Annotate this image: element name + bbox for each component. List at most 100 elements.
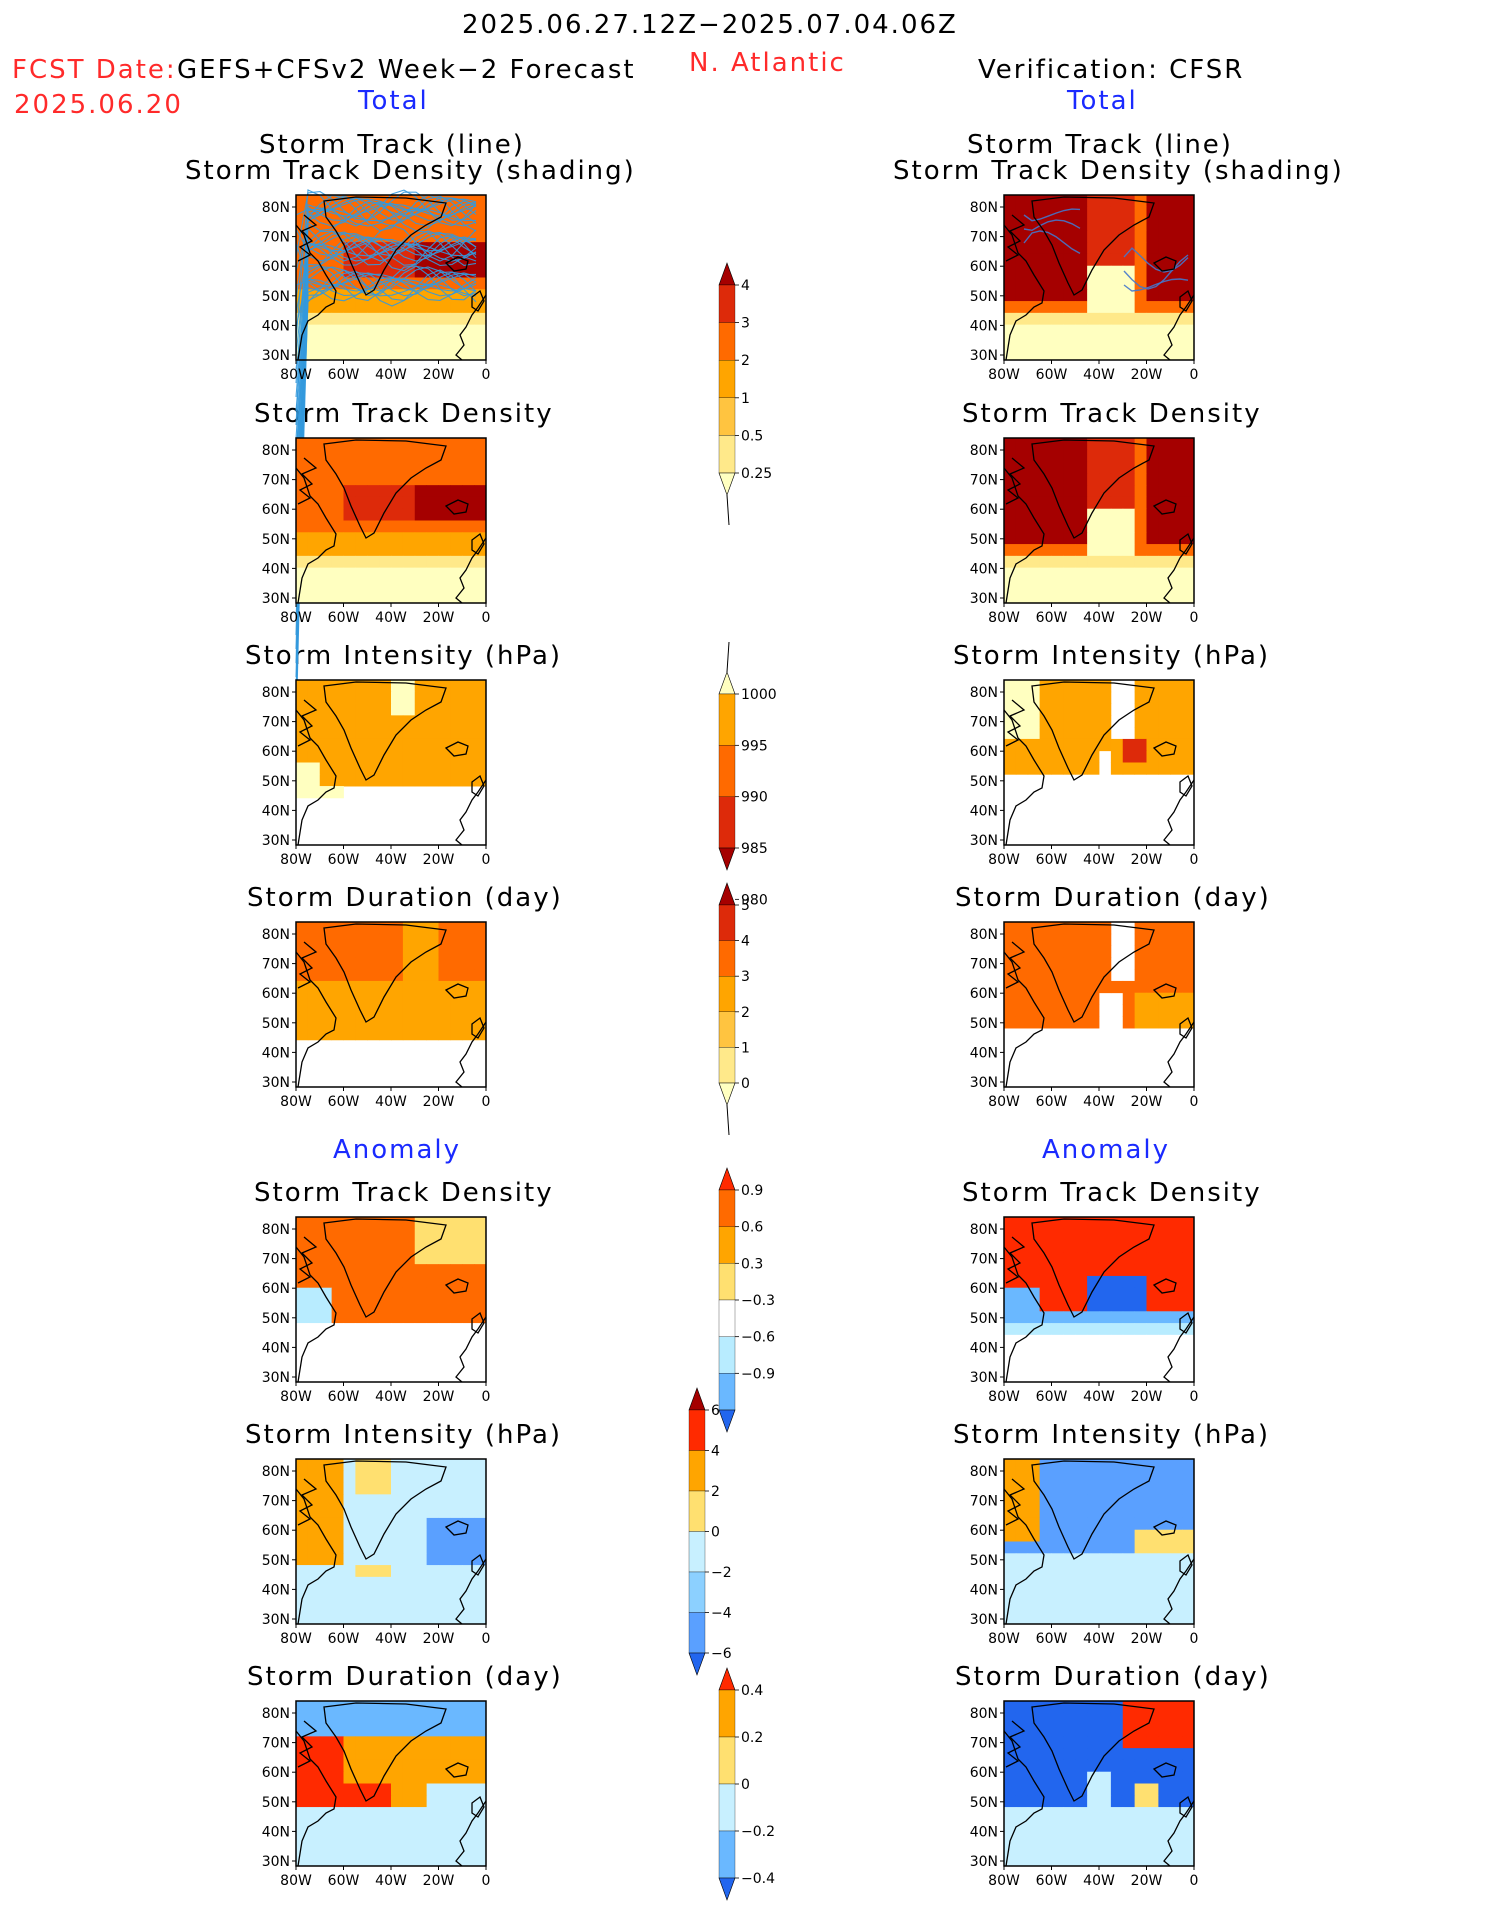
map-cell — [391, 1470, 404, 1483]
lon-label: 20W — [1131, 1631, 1163, 1647]
map-cell — [1087, 1482, 1100, 1495]
map-cell — [1122, 218, 1136, 231]
map-cell — [402, 1724, 416, 1737]
map-cell — [1039, 289, 1052, 302]
map-cell — [1004, 1004, 1017, 1017]
map-cell — [1015, 957, 1029, 970]
map-cell — [1039, 992, 1052, 1005]
map-cell — [402, 555, 416, 569]
map-cell — [474, 1240, 487, 1253]
storm-track-line — [295, 265, 477, 328]
lat-label: 80N — [262, 685, 290, 701]
map-cell — [1063, 195, 1076, 208]
map-cell — [1122, 1217, 1136, 1230]
map-cell — [1039, 461, 1052, 474]
map-cell — [1146, 1553, 1159, 1566]
map-cell — [402, 1334, 416, 1348]
lat-label: 50N — [262, 1553, 290, 1569]
map-cell — [1110, 1334, 1124, 1348]
map-cell — [414, 1506, 428, 1519]
map-cell — [379, 348, 392, 361]
map-cell — [1015, 922, 1029, 935]
colorbar-top-arrow — [718, 1167, 736, 1191]
map-cell — [1039, 1612, 1052, 1625]
map-cell — [343, 312, 356, 326]
map-cell — [1170, 461, 1183, 474]
map-cell — [1182, 1287, 1195, 1300]
lat-label: 30N — [970, 833, 998, 849]
map-cell — [414, 762, 428, 775]
map-cell — [426, 1494, 439, 1507]
map-cell — [331, 738, 344, 752]
map-cell — [1158, 1748, 1171, 1761]
map-cell — [462, 1506, 475, 1519]
map-cell — [1087, 289, 1100, 302]
map-cell — [1027, 1016, 1041, 1029]
panel-title-track-line-left: Storm Track (line) — [259, 130, 525, 160]
map-cell — [1027, 1783, 1041, 1796]
map-cell — [1122, 312, 1136, 326]
map-cell — [367, 1748, 380, 1761]
lat-label: 70N — [970, 1252, 998, 1268]
map-cell — [402, 461, 416, 474]
map-cell — [414, 933, 428, 946]
map-cell — [402, 567, 416, 580]
map-cell — [391, 1600, 404, 1613]
map-cell — [331, 1470, 344, 1483]
map-cell — [391, 691, 404, 704]
map-cell — [379, 1783, 392, 1796]
map-cell — [379, 1217, 392, 1230]
map-cell — [367, 1275, 380, 1289]
map-cell — [402, 727, 416, 740]
map-cell — [426, 1771, 439, 1784]
coastline — [455, 537, 487, 604]
map-cell — [1134, 715, 1147, 728]
map-cell — [296, 750, 309, 763]
map-cell — [402, 1807, 416, 1820]
map-cell — [1039, 1842, 1052, 1855]
map-cell — [331, 508, 344, 521]
map-cell — [1099, 1795, 1112, 1808]
map-cell — [1134, 1228, 1147, 1241]
map-cell — [1051, 1854, 1064, 1867]
map-cell — [462, 1482, 475, 1495]
map-cell — [402, 1842, 416, 1855]
map-cell — [1027, 1252, 1041, 1265]
map-cell — [402, 579, 416, 592]
map-cell — [1134, 567, 1147, 580]
map-cell — [391, 324, 404, 337]
map-cell — [462, 945, 475, 958]
map-cell — [1122, 544, 1136, 557]
colorbar-bottom-arrow — [718, 1877, 736, 1901]
map-cell — [402, 774, 416, 787]
map-cell — [307, 786, 321, 799]
map-cell — [1039, 579, 1052, 592]
coastline — [323, 1218, 447, 1318]
map-cell — [462, 750, 475, 763]
map-cell — [438, 1541, 451, 1554]
map-cell — [414, 1470, 428, 1483]
map-cell — [1027, 555, 1041, 569]
map-cell — [1170, 1252, 1183, 1265]
lon-label: 60W — [328, 852, 360, 868]
map-cell — [414, 750, 428, 763]
map-cell — [367, 738, 380, 752]
map-cell — [1063, 1588, 1076, 1601]
map-cell — [414, 496, 428, 510]
coastline — [1003, 467, 1045, 604]
map-cell — [414, 1264, 428, 1277]
map-cell — [1158, 1506, 1171, 1519]
coastline — [295, 709, 337, 846]
map-cell — [296, 1795, 309, 1808]
map-cell — [1015, 1299, 1029, 1312]
map-cell — [1039, 1459, 1052, 1472]
map-cell — [1087, 1818, 1100, 1832]
map-cell — [1170, 1299, 1183, 1312]
map-cell — [1170, 218, 1183, 231]
map-cell — [1075, 1759, 1088, 1773]
map-cell — [379, 1346, 392, 1359]
map-cell — [450, 1459, 463, 1472]
map-cell — [1134, 461, 1147, 474]
